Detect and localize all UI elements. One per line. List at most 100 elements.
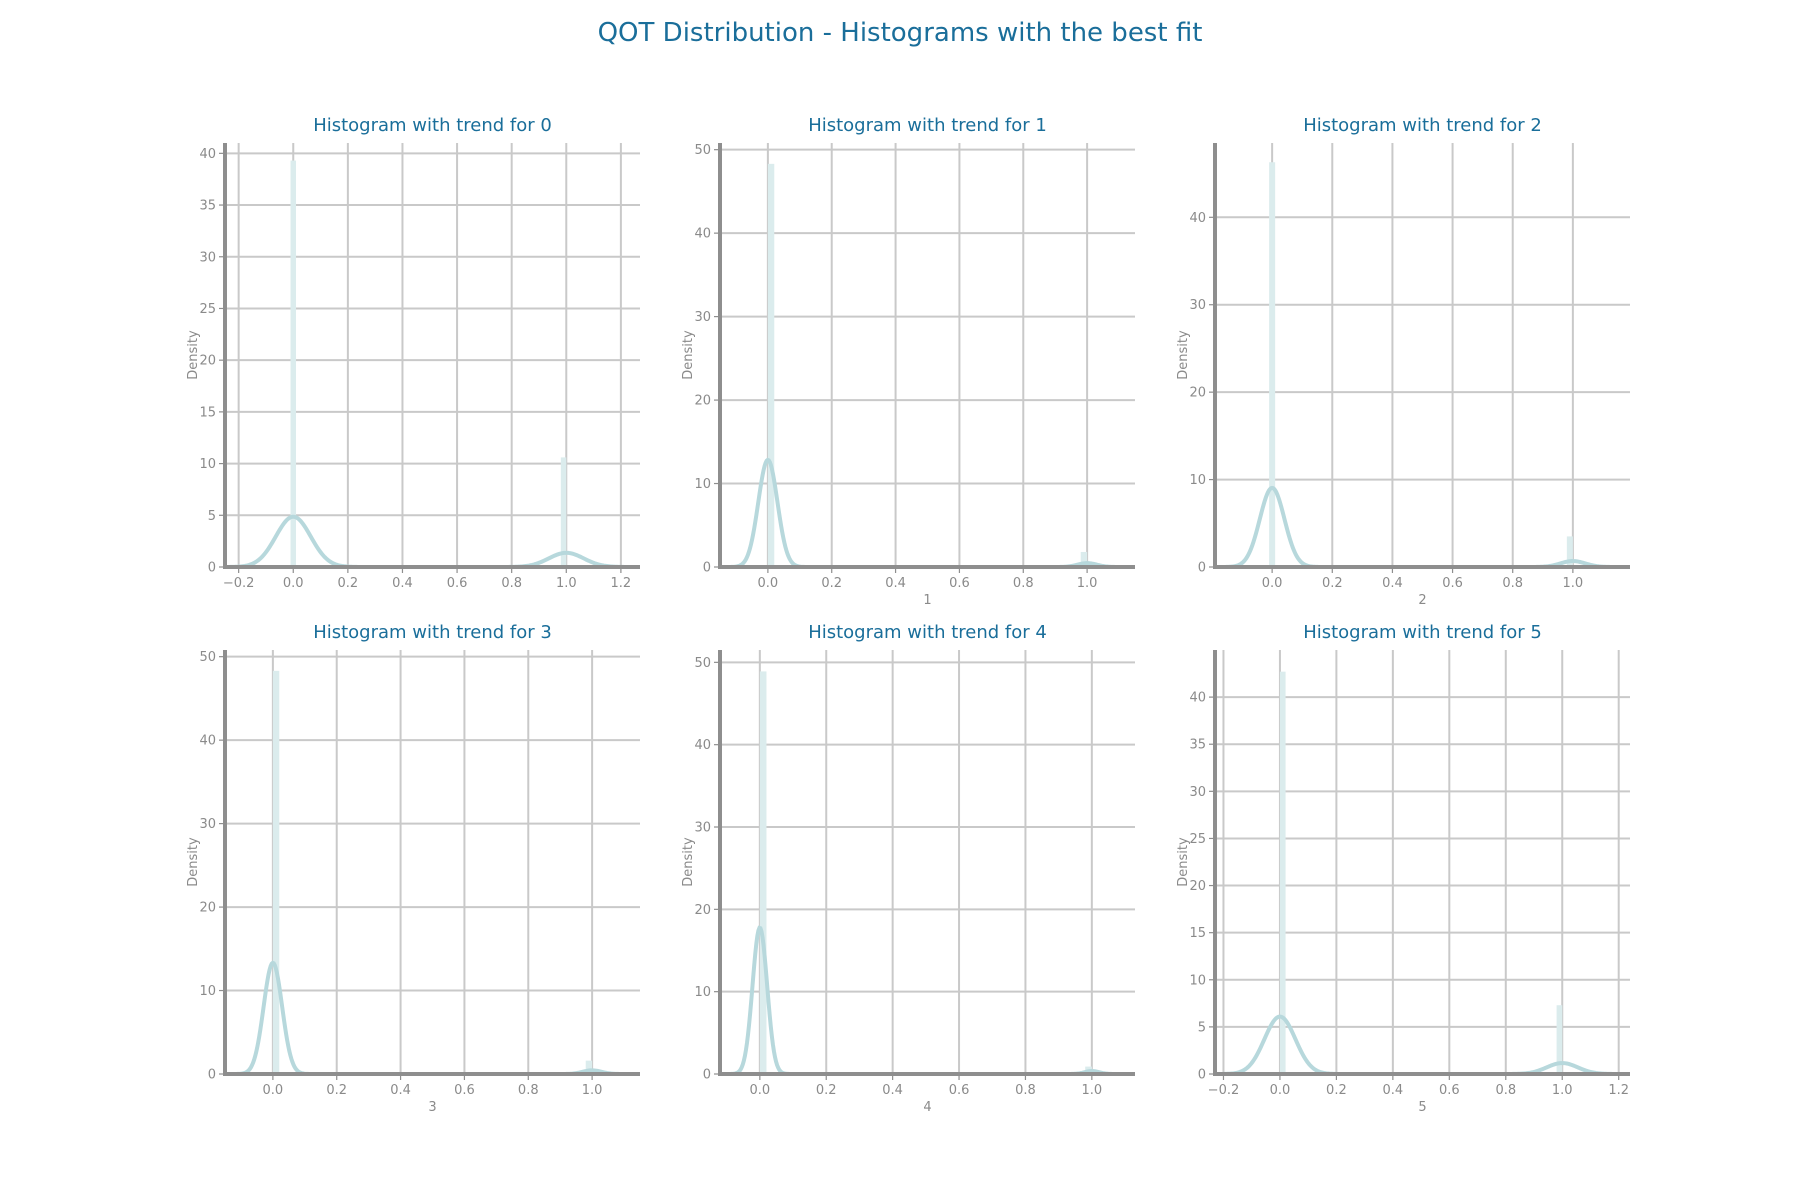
x-tick-label: −0.2 bbox=[223, 576, 255, 591]
y-tick-label: 40 bbox=[694, 227, 711, 242]
x-tick-label: 0.8 bbox=[1502, 576, 1523, 591]
y-tick-label: 30 bbox=[1189, 298, 1206, 313]
y-tick-label: 40 bbox=[199, 147, 216, 162]
y-tick-label: 20 bbox=[1189, 879, 1206, 894]
histogram-panel-2: 0.0 0.2 0.4 0.6 0.8 1.0 0 10 20 30 40 Histogram wit… bbox=[1176, 115, 1630, 608]
x-tick-label: 0.0 bbox=[1270, 1083, 1291, 1098]
y-tick-label: 50 bbox=[199, 650, 216, 665]
histogram-bar bbox=[1269, 162, 1276, 568]
x-tick-label: 1.0 bbox=[1563, 576, 1584, 591]
kde-trend-line bbox=[224, 514, 640, 569]
histogram-bar bbox=[1080, 551, 1088, 567]
y-tick-label: 20 bbox=[199, 354, 216, 369]
kde-trend-line bbox=[225, 960, 640, 1076]
histogram-bar bbox=[290, 160, 296, 567]
y-tick-label: 0 bbox=[703, 561, 711, 576]
histogram-panel-3: 0.0 0.2 0.4 0.6 0.8 1.0 0 10 20 30 40 50 Histogram w… bbox=[186, 622, 640, 1115]
y-tick-label: 20 bbox=[1189, 386, 1206, 401]
y-axis-label: Density bbox=[1176, 837, 1191, 887]
y-tick-label: 15 bbox=[1189, 926, 1206, 941]
y-axis-label: Density bbox=[681, 330, 696, 380]
y-tick-label: 0 bbox=[1198, 1068, 1206, 1083]
panel-title: Histogram with trend for 5 bbox=[1303, 622, 1542, 643]
histogram-bar bbox=[1556, 1005, 1563, 1074]
histogram-bar bbox=[585, 1060, 593, 1074]
y-tick-label: 0 bbox=[1198, 561, 1206, 576]
y-tick-label: 0 bbox=[703, 1068, 711, 1083]
x-tick-label: 0.4 bbox=[390, 1083, 411, 1098]
y-axis-label: Density bbox=[186, 837, 201, 887]
x-tick-label: 0.6 bbox=[1442, 576, 1463, 591]
panel-title: Histogram with trend for 2 bbox=[1303, 115, 1542, 136]
y-tick-label: 30 bbox=[694, 310, 711, 325]
histogram-bar bbox=[272, 670, 280, 1074]
x-axis-label: 3 bbox=[428, 1100, 436, 1115]
x-tick-label: 0.4 bbox=[392, 576, 413, 591]
x-axis-label: 4 bbox=[923, 1100, 931, 1115]
y-tick-label: 5 bbox=[1198, 1020, 1206, 1035]
x-tick-label: 0.2 bbox=[326, 1083, 347, 1098]
y-axis-label: Density bbox=[1176, 330, 1191, 380]
x-tick-label: 0.2 bbox=[1322, 576, 1343, 591]
x-tick-label: 0.0 bbox=[263, 1083, 284, 1098]
histogram-bar bbox=[767, 163, 775, 567]
y-tick-label: 10 bbox=[1189, 473, 1206, 488]
x-tick-label: 0.8 bbox=[518, 1083, 539, 1098]
panel-title: Histogram with trend for 4 bbox=[808, 622, 1047, 643]
x-tick-label: 0.8 bbox=[501, 576, 522, 591]
histogram-panel-0: −0.2 0.0 0.2 0.4 0.6 0.8 1.0 1.2 0 5 10 15 20 25 30 35 4… bbox=[186, 115, 640, 591]
x-tick-label: 0.2 bbox=[338, 576, 359, 591]
y-axis-label: Density bbox=[186, 330, 201, 380]
x-tick-label: 1.0 bbox=[1077, 576, 1098, 591]
x-tick-label: 0.6 bbox=[949, 576, 970, 591]
x-tick-label: 0.2 bbox=[816, 1083, 837, 1098]
histogram-bar bbox=[560, 457, 567, 567]
x-tick-label: 0.8 bbox=[1015, 1083, 1036, 1098]
y-tick-label: 20 bbox=[199, 901, 216, 916]
histogram-bar bbox=[1566, 536, 1573, 567]
histogram-panel-4: 0.0 0.2 0.4 0.6 0.8 1.0 0 10 20 30 40 50 Histogram w… bbox=[681, 622, 1135, 1115]
y-tick-label: 10 bbox=[694, 477, 711, 492]
y-tick-label: 30 bbox=[694, 821, 711, 836]
y-tick-label: 10 bbox=[694, 985, 711, 1000]
histogram-bar bbox=[1279, 671, 1286, 1074]
x-tick-label: 0.8 bbox=[1013, 576, 1034, 591]
x-tick-label: −0.2 bbox=[1208, 1083, 1240, 1098]
x-tick-label: 0.0 bbox=[283, 576, 304, 591]
y-tick-label: 40 bbox=[1189, 211, 1206, 226]
kde-trend-line bbox=[1215, 1014, 1630, 1076]
y-tick-label: 10 bbox=[1189, 973, 1206, 988]
y-tick-label: 50 bbox=[694, 656, 711, 671]
y-tick-label: 0 bbox=[208, 1068, 216, 1083]
histogram-panel-1: 0.0 0.2 0.4 0.6 0.8 1.0 0 10 20 30 40 50 Histogram w… bbox=[681, 115, 1135, 608]
x-tick-label: 0.4 bbox=[882, 1083, 903, 1098]
x-tick-label: 0.0 bbox=[1262, 576, 1283, 591]
x-tick-label: 0.0 bbox=[749, 1083, 770, 1098]
y-tick-label: 30 bbox=[199, 817, 216, 832]
y-tick-label: 35 bbox=[1189, 738, 1206, 753]
x-tick-label: 0.0 bbox=[758, 576, 779, 591]
y-tick-label: 15 bbox=[199, 405, 216, 420]
figure-title: QOT Distribution - Histograms with the b… bbox=[597, 18, 1203, 48]
x-axis-label: 2 bbox=[1418, 593, 1426, 608]
x-tick-label: 0.6 bbox=[447, 576, 468, 591]
y-tick-label: 20 bbox=[694, 394, 711, 409]
kde-trend-line bbox=[720, 925, 1135, 1076]
y-tick-label: 10 bbox=[199, 984, 216, 999]
x-tick-label: 0.6 bbox=[454, 1083, 475, 1098]
x-tick-label: 0.8 bbox=[1495, 1083, 1516, 1098]
panel-title: Histogram with trend for 1 bbox=[808, 115, 1047, 136]
x-tick-label: 0.6 bbox=[1439, 1083, 1460, 1098]
y-tick-label: 20 bbox=[694, 903, 711, 918]
x-tick-label: 1.0 bbox=[1081, 1083, 1102, 1098]
x-tick-label: 1.0 bbox=[1552, 1083, 1573, 1098]
x-tick-label: 1.2 bbox=[1608, 1083, 1629, 1098]
x-axis-label: 5 bbox=[1418, 1100, 1426, 1115]
x-axis-label: 1 bbox=[923, 593, 931, 608]
x-tick-label: 0.4 bbox=[1383, 1083, 1404, 1098]
y-tick-label: 10 bbox=[199, 457, 216, 472]
x-tick-label: 0.4 bbox=[885, 576, 906, 591]
y-tick-label: 40 bbox=[199, 734, 216, 749]
y-tick-label: 0 bbox=[208, 561, 216, 576]
